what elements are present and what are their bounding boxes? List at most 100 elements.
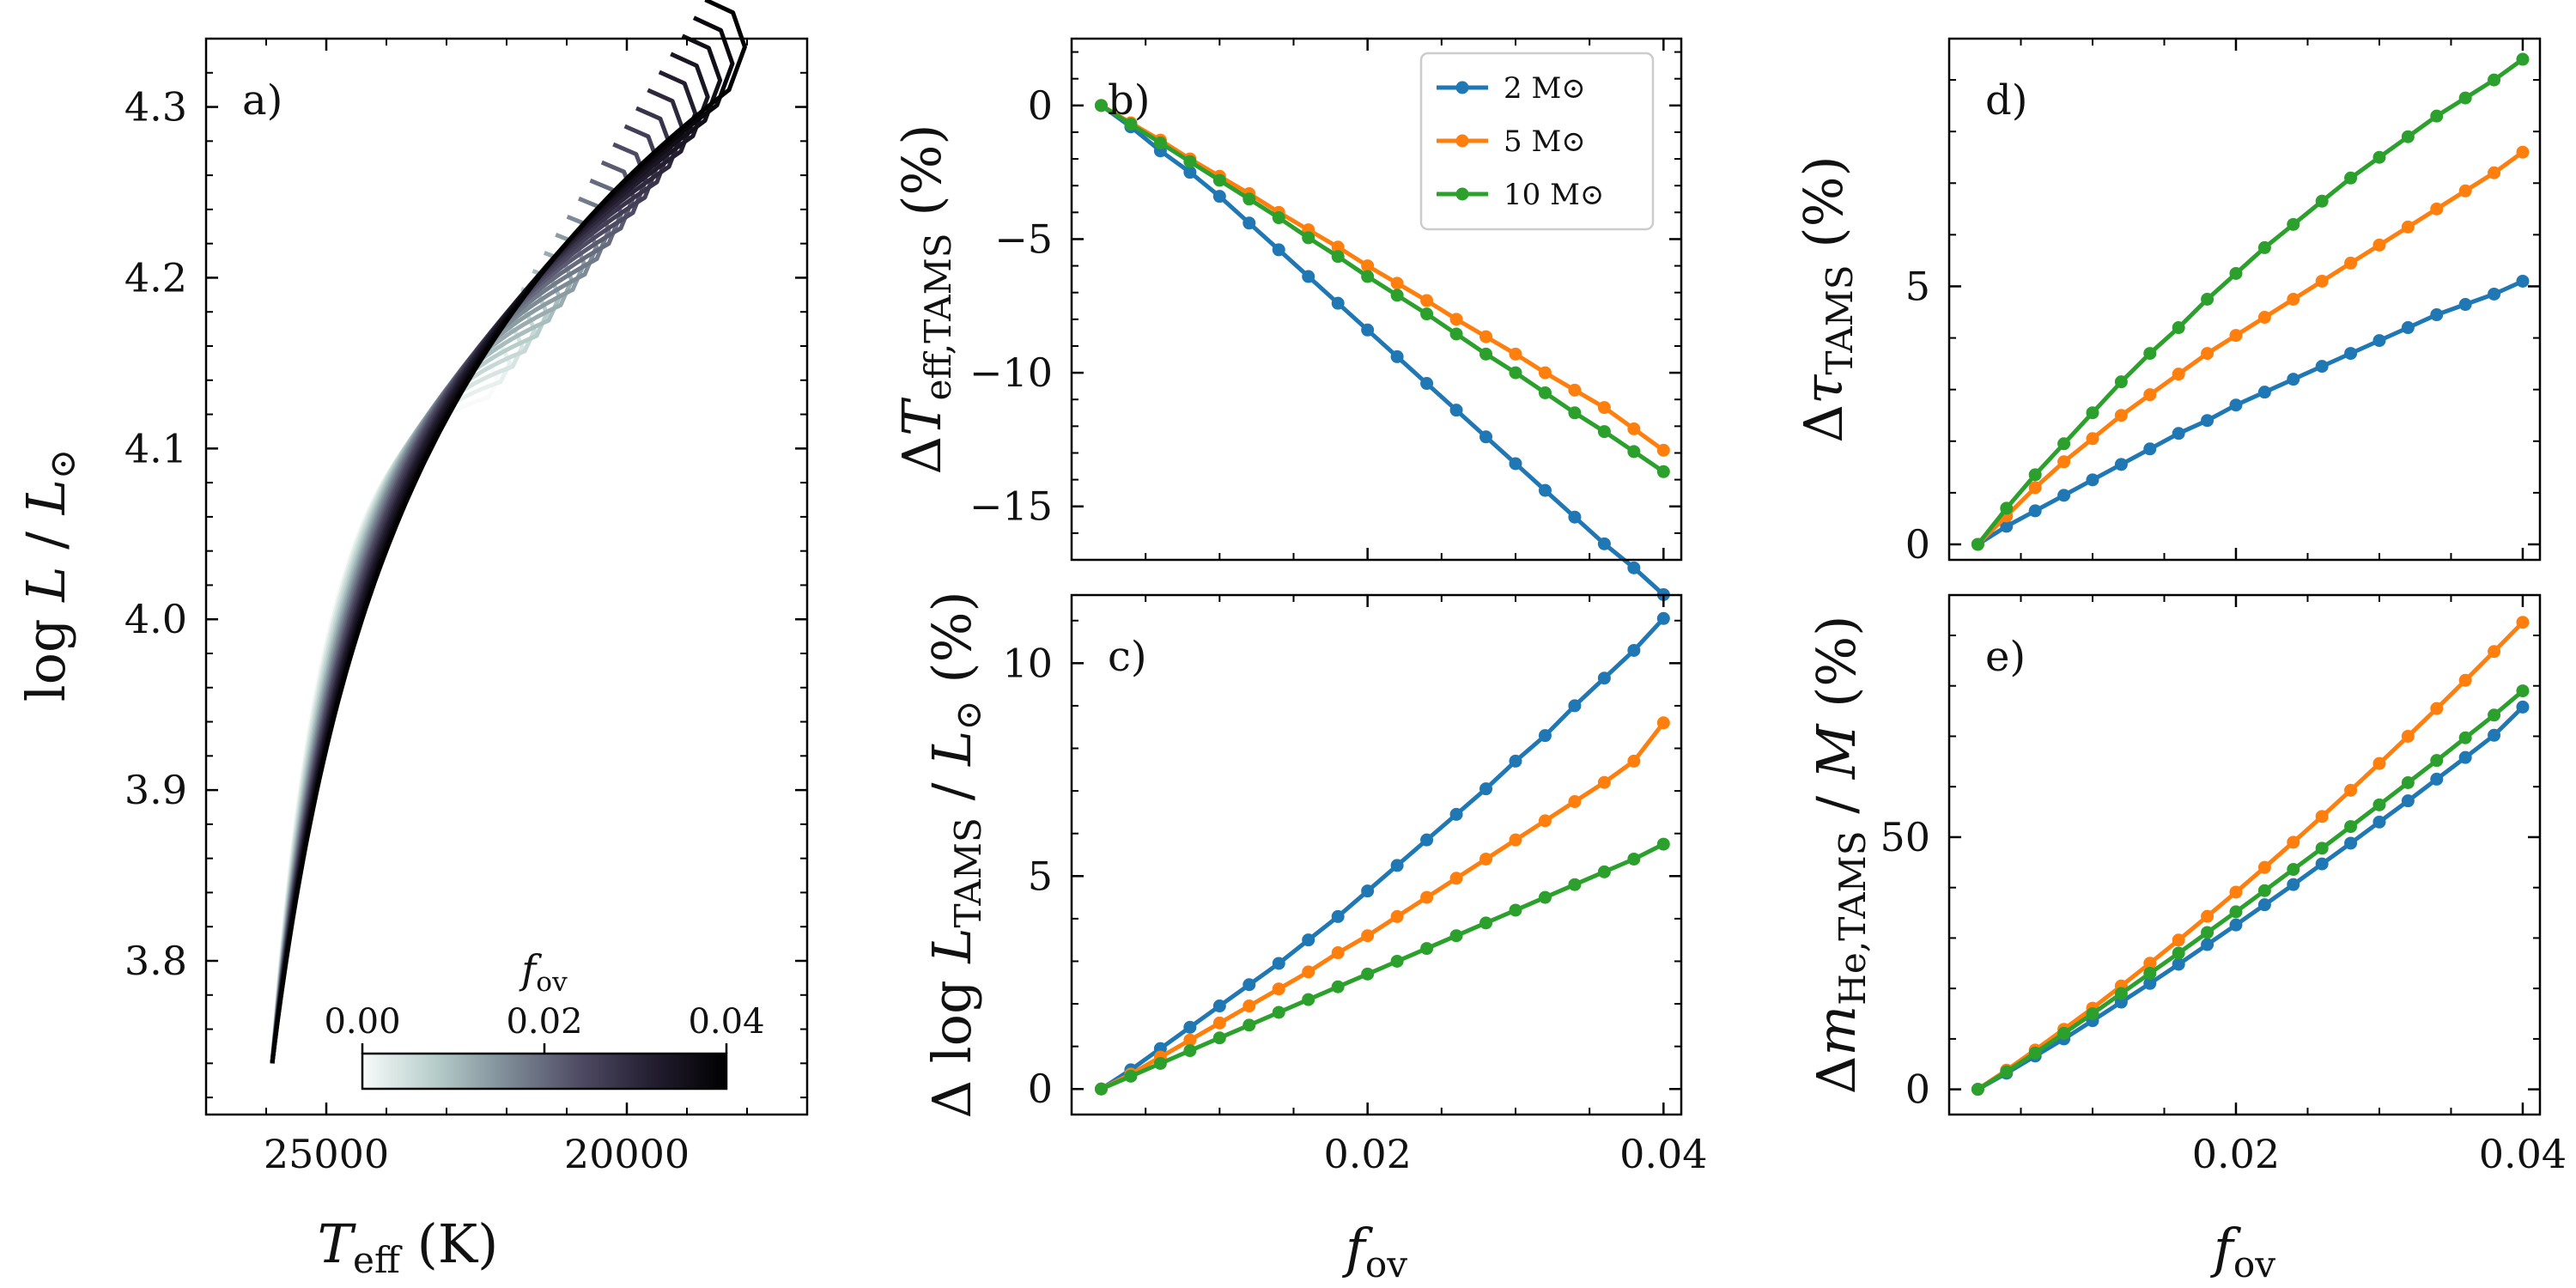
data-point bbox=[1479, 916, 1493, 930]
x-axis-label: fov bbox=[1342, 1217, 1407, 1285]
data-point bbox=[2172, 427, 2185, 440]
colorbar-tick-label: 0.04 bbox=[688, 1002, 764, 1042]
data-point bbox=[2143, 976, 2157, 990]
y-tick-label: 0 bbox=[1905, 1066, 1930, 1113]
legend-entry: 5 M⊙ bbox=[1504, 125, 1586, 159]
data-point bbox=[1568, 795, 1582, 809]
data-point bbox=[2257, 860, 2271, 874]
data-point bbox=[1390, 909, 1404, 923]
data-point bbox=[2344, 783, 2358, 797]
data-point bbox=[1212, 1031, 1226, 1045]
data-point bbox=[2201, 414, 2215, 428]
data-point bbox=[1094, 1082, 1108, 1096]
hr-track bbox=[270, 15, 735, 1064]
data-point bbox=[1272, 1005, 1285, 1019]
data-point bbox=[1272, 957, 1285, 970]
data-point bbox=[1302, 231, 1315, 245]
data-point bbox=[1656, 443, 1670, 457]
data-point bbox=[1509, 347, 1522, 361]
data-point bbox=[2172, 368, 2185, 381]
y-tick-label: 3.9 bbox=[125, 767, 187, 813]
x-tick-label: 20000 bbox=[564, 1131, 690, 1177]
data-point bbox=[1272, 243, 1285, 257]
data-point bbox=[2516, 274, 2530, 288]
data-point bbox=[2201, 909, 2215, 923]
data-point bbox=[1361, 884, 1375, 898]
data-point bbox=[2114, 458, 2128, 471]
data-point bbox=[2287, 217, 2300, 231]
data-point bbox=[1272, 982, 1285, 996]
data-point bbox=[1212, 173, 1226, 187]
data-point bbox=[1479, 430, 1493, 444]
data-point bbox=[2143, 442, 2157, 456]
data-point bbox=[1331, 296, 1345, 310]
data-point bbox=[1183, 1020, 1197, 1034]
legend-entry: 2 M⊙ bbox=[1504, 71, 1586, 106]
data-point bbox=[1597, 401, 1611, 415]
data-point bbox=[2201, 938, 2215, 951]
data-point bbox=[1509, 366, 1522, 380]
data-point bbox=[2344, 256, 2358, 270]
data-point bbox=[1538, 890, 1552, 904]
y-tick-label: 5 bbox=[1905, 263, 1930, 309]
data-point bbox=[2057, 1026, 2071, 1040]
data-point bbox=[1361, 929, 1375, 943]
data-point bbox=[2344, 836, 2358, 850]
data-point bbox=[1568, 406, 1582, 420]
data-point bbox=[1302, 993, 1315, 1006]
data-point bbox=[2516, 145, 2530, 159]
data-point bbox=[2229, 266, 2243, 280]
series-line-1 bbox=[1977, 620, 2524, 1091]
data-point bbox=[2229, 885, 2243, 899]
hr-track bbox=[270, 142, 648, 1064]
legend-marker bbox=[1455, 187, 1469, 201]
data-point bbox=[2057, 489, 2071, 502]
data-point bbox=[2372, 150, 2386, 164]
hr-track bbox=[270, 359, 500, 1064]
data-point bbox=[2143, 957, 2157, 970]
hr-track bbox=[270, 214, 599, 1064]
data-point bbox=[1183, 1033, 1197, 1047]
data-point bbox=[1420, 890, 1434, 904]
panel-frame-3 bbox=[1947, 37, 2542, 562]
data-point bbox=[1627, 561, 1641, 574]
data-point bbox=[1094, 99, 1108, 112]
data-point bbox=[1302, 965, 1315, 979]
data-point bbox=[1971, 1083, 1984, 1097]
data-point bbox=[1183, 1044, 1197, 1058]
legend-marker bbox=[1455, 134, 1469, 148]
hr-track bbox=[270, 269, 562, 1064]
data-point bbox=[1331, 909, 1345, 923]
data-point bbox=[2229, 398, 2243, 412]
data-point bbox=[1361, 259, 1375, 273]
data-point bbox=[2028, 481, 2042, 495]
data-point bbox=[1242, 999, 1256, 1013]
data-point bbox=[2000, 501, 2014, 515]
data-point bbox=[2257, 386, 2271, 399]
y-tick-label: 4.3 bbox=[125, 84, 187, 131]
data-point bbox=[2516, 684, 2530, 698]
hr-track bbox=[270, 70, 698, 1064]
data-point bbox=[1538, 366, 1552, 380]
data-point bbox=[1509, 903, 1522, 917]
data-layer bbox=[270, 0, 2530, 1097]
data-point bbox=[2000, 519, 2014, 533]
data-point bbox=[2287, 835, 2300, 849]
data-point bbox=[2257, 884, 2271, 897]
data-point bbox=[1212, 190, 1226, 204]
data-point bbox=[1479, 330, 1493, 343]
data-point bbox=[2201, 347, 2215, 361]
x-tick-label: 0.04 bbox=[1619, 1131, 1707, 1177]
data-point bbox=[1627, 643, 1641, 657]
series-line-1 bbox=[1100, 721, 1666, 1091]
data-point bbox=[1331, 240, 1345, 254]
y-tick-label: 4.0 bbox=[125, 596, 187, 642]
data-point bbox=[2172, 933, 2185, 947]
data-point bbox=[2315, 274, 2329, 288]
data-point bbox=[1242, 192, 1256, 206]
data-point bbox=[1509, 833, 1522, 847]
data-point bbox=[1183, 166, 1197, 179]
data-point bbox=[2516, 700, 2530, 714]
data-point bbox=[2057, 437, 2071, 451]
